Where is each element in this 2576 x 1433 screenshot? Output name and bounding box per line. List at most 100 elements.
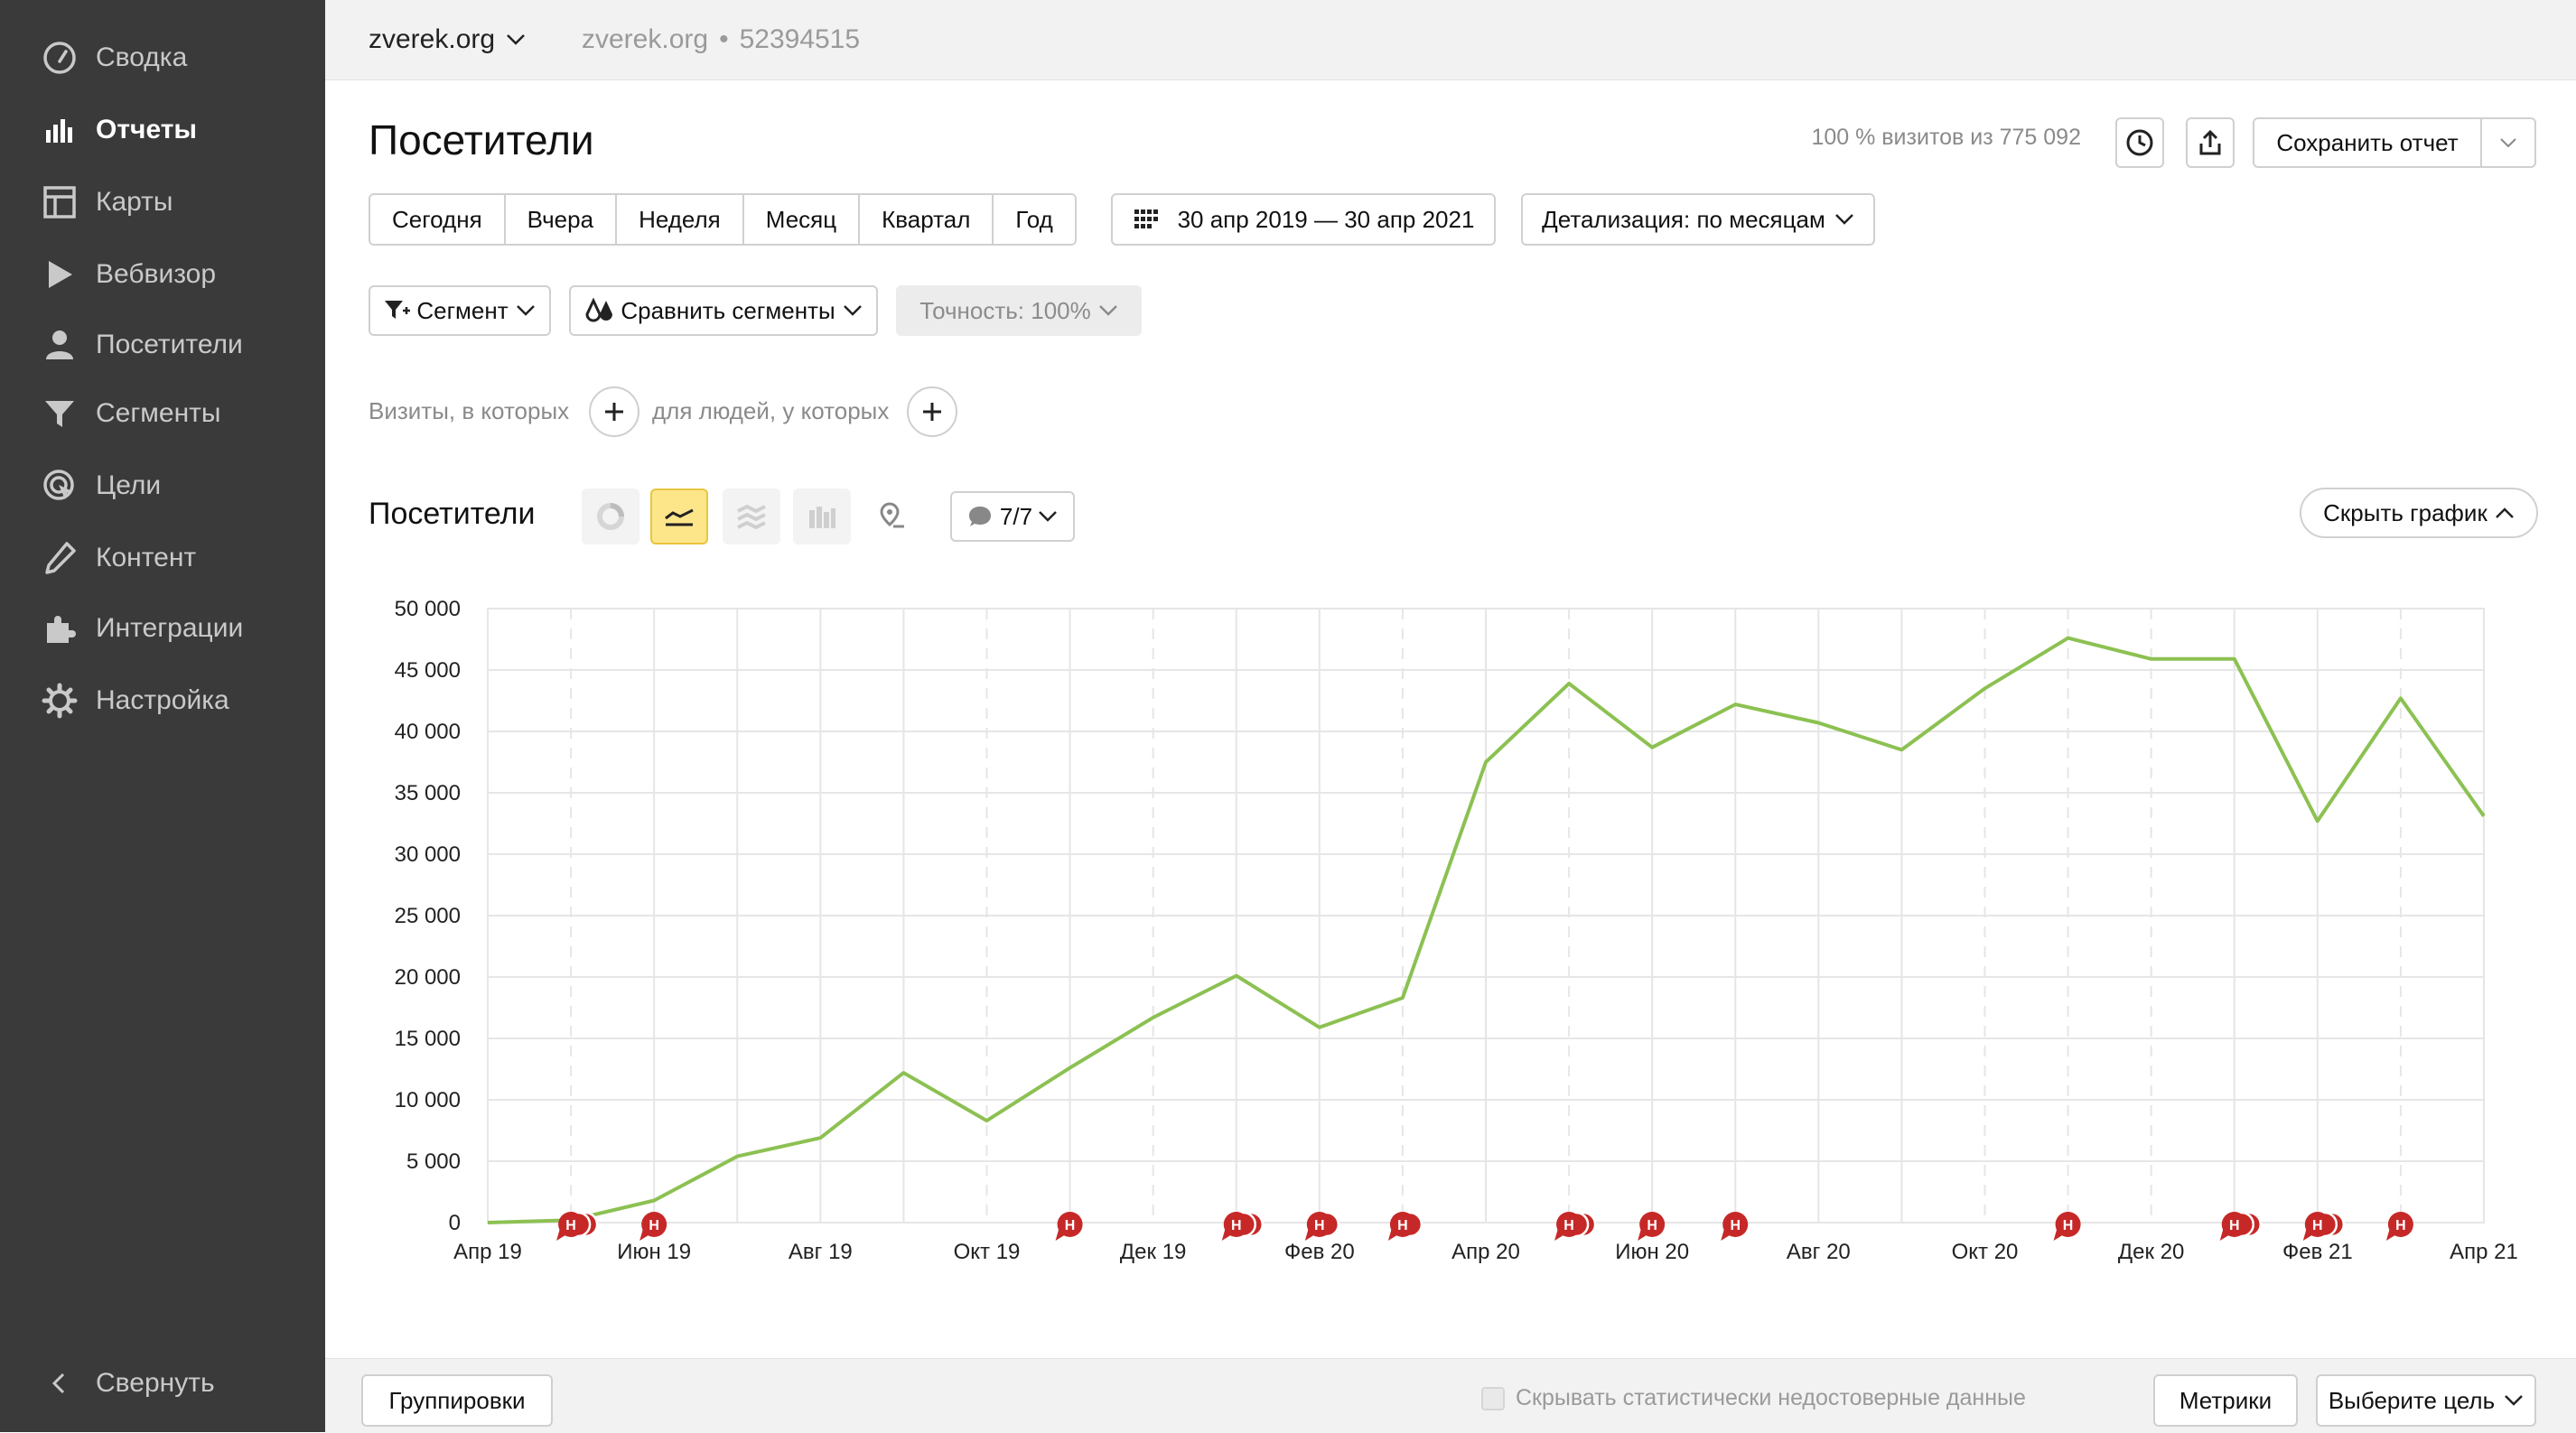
metrics-button[interactable]: Метрики — [2153, 1374, 2298, 1427]
chart-note-marker[interactable]: Н — [1638, 1212, 1666, 1241]
detail-select[interactable]: Детализация: по месяцам — [1521, 193, 1875, 246]
period-yesterday-button[interactable]: Вчера — [505, 195, 618, 244]
chevron-up-icon — [2495, 507, 2514, 518]
svg-text:Н: Н — [1647, 1218, 1657, 1233]
chart-note-marker[interactable]: Н — [2219, 1211, 2262, 1241]
hide-chart-button[interactable]: Скрыть график — [2300, 488, 2538, 538]
separator-dot: • — [719, 24, 729, 54]
sidebar-item-goals[interactable]: Цели — [40, 461, 161, 511]
sidebar-item-label: Сегменты — [96, 398, 221, 428]
select-goal-button[interactable]: Выберите цель — [2316, 1374, 2536, 1427]
chart-note-marker[interactable]: Н — [1055, 1212, 1083, 1241]
chart-note-marker[interactable]: Н — [1221, 1211, 1264, 1241]
sidebar-item-settings[interactable]: Настройка — [40, 675, 229, 726]
hide-unreliable-data-checkbox[interactable] — [1481, 1386, 1505, 1410]
export-button[interactable] — [2186, 117, 2235, 168]
chart-note-marker[interactable]: Н — [2302, 1211, 2346, 1241]
svg-text:Н: Н — [2229, 1218, 2240, 1233]
notes-count: 7/7 — [999, 502, 1033, 530]
chart-note-marker[interactable]: Н — [1554, 1211, 1597, 1241]
chart-type-bar-button[interactable] — [793, 489, 851, 544]
funnel-icon — [40, 394, 79, 433]
x-tick-label: Окт 20 — [1952, 1240, 2019, 1264]
chevron-left-icon — [40, 1363, 79, 1403]
period-quarter-button[interactable]: Квартал — [860, 195, 994, 244]
compare-segments-label: Сравнить сегменты — [621, 296, 835, 324]
svg-text:Н: Н — [2063, 1218, 2074, 1233]
site-identifier: zverek.org • 52394515 — [582, 16, 860, 63]
gear-icon — [40, 681, 79, 721]
sidebar-item-summary[interactable]: Сводка — [40, 33, 187, 83]
x-tick-label: Апр 19 — [453, 1240, 522, 1264]
period-year-button[interactable]: Год — [994, 195, 1075, 244]
sidebar-item-webvisor[interactable]: Вебвизор — [40, 249, 216, 300]
svg-text:Н: Н — [1397, 1218, 1408, 1233]
period-month-button[interactable]: Месяц — [743, 195, 861, 244]
save-options-button[interactable] — [2480, 117, 2536, 168]
chart-note-marker[interactable]: Н — [1387, 1211, 1423, 1241]
add-visit-condition-button[interactable] — [589, 386, 639, 437]
site-selector[interactable]: zverek.org — [369, 16, 526, 63]
sidebar-item-content[interactable]: Контент — [40, 533, 196, 583]
y-tick-label: 20 000 — [395, 965, 461, 990]
chart-note-marker[interactable]: Н — [556, 1211, 599, 1241]
segment-button[interactable]: Сегмент — [369, 285, 551, 336]
segment-label: Сегмент — [416, 296, 509, 324]
history-button[interactable] — [2115, 117, 2164, 168]
sidebar-item-label: Отчеты — [96, 115, 198, 144]
add-people-condition-button[interactable] — [907, 386, 957, 437]
line-chart-icon — [665, 508, 694, 526]
compare-segments-button[interactable]: Сравнить сегменты — [569, 285, 878, 336]
save-report-button[interactable]: Сохранить отчет — [2253, 117, 2482, 168]
sidebar-item-visitors[interactable]: Посетители — [40, 320, 243, 370]
chart-note-marker[interactable]: Н — [639, 1212, 667, 1241]
sidebar-collapse-button[interactable]: Свернуть — [40, 1358, 215, 1409]
chart-note-marker[interactable]: Н — [2385, 1212, 2413, 1241]
counter-id: 52394515 — [739, 24, 861, 54]
x-tick-label: Окт 19 — [954, 1240, 1021, 1264]
y-tick-label: 45 000 — [395, 658, 461, 683]
sidebar-item-maps[interactable]: Карты — [40, 177, 173, 228]
site-name: zverek.org — [369, 24, 496, 54]
groupings-button[interactable]: Группировки — [361, 1374, 553, 1427]
series-line — [487, 636, 2486, 1224]
x-tick-label: Авг 19 — [789, 1240, 853, 1264]
svg-text:Н: Н — [1231, 1218, 1242, 1233]
chart-type-pie-button[interactable] — [582, 489, 639, 544]
puzzle-icon — [40, 609, 79, 648]
select-goal-label: Выберите цель — [2328, 1386, 2496, 1414]
sidebar-item-integrations[interactable]: Интеграции — [40, 603, 243, 654]
comment-icon — [968, 507, 991, 526]
chart-notes-button[interactable]: 7/7 — [950, 491, 1075, 542]
sidebar-item-reports[interactable]: Отчеты — [40, 105, 197, 155]
reports-icon — [40, 110, 79, 150]
chart-note-marker[interactable]: Н — [2053, 1212, 2081, 1241]
chart-type-area-button[interactable] — [723, 489, 780, 544]
x-tick-label: Июн 19 — [617, 1240, 691, 1264]
chart-note-marker[interactable]: Н — [1721, 1212, 1749, 1241]
svg-text:Н: Н — [565, 1218, 576, 1233]
hide-unreliable-data-toggle[interactable]: Скрывать статистически недостоверные дан… — [1481, 1385, 2026, 1411]
chart-note-marker[interactable]: Н — [1304, 1211, 1340, 1241]
svg-text:Н: Н — [1563, 1218, 1574, 1233]
clock-icon — [2126, 129, 2153, 156]
sidebar: Сводка Отчеты Карты Вебвизор Посетители … — [0, 0, 325, 1432]
period-week-button[interactable]: Неделя — [617, 195, 744, 244]
detail-label: Детализация: по месяцам — [1542, 205, 1825, 233]
chart-type-line-button[interactable] — [650, 489, 708, 544]
compare-icon — [584, 298, 615, 323]
x-tick-label: Июн 20 — [1615, 1240, 1689, 1264]
date-range-button[interactable]: 30 апр 2019 — 30 апр 2021 — [1111, 193, 1496, 246]
period-today-button[interactable]: Сегодня — [370, 195, 506, 244]
x-tick-label: Апр 21 — [2450, 1240, 2518, 1264]
y-tick-label: 50 000 — [395, 597, 461, 621]
pie-chart-icon — [597, 503, 624, 530]
accuracy-select[interactable]: Точность: 100% — [896, 285, 1142, 336]
area-chart-icon — [737, 504, 766, 530]
sidebar-item-segments[interactable]: Сегменты — [40, 388, 220, 439]
site-secondary-name: zverek.org — [582, 24, 709, 54]
y-tick-label: 25 000 — [395, 904, 461, 928]
svg-text:Н: Н — [1314, 1218, 1325, 1233]
sidebar-item-label: Цели — [96, 470, 162, 500]
chart-type-map-button[interactable] — [863, 489, 921, 544]
